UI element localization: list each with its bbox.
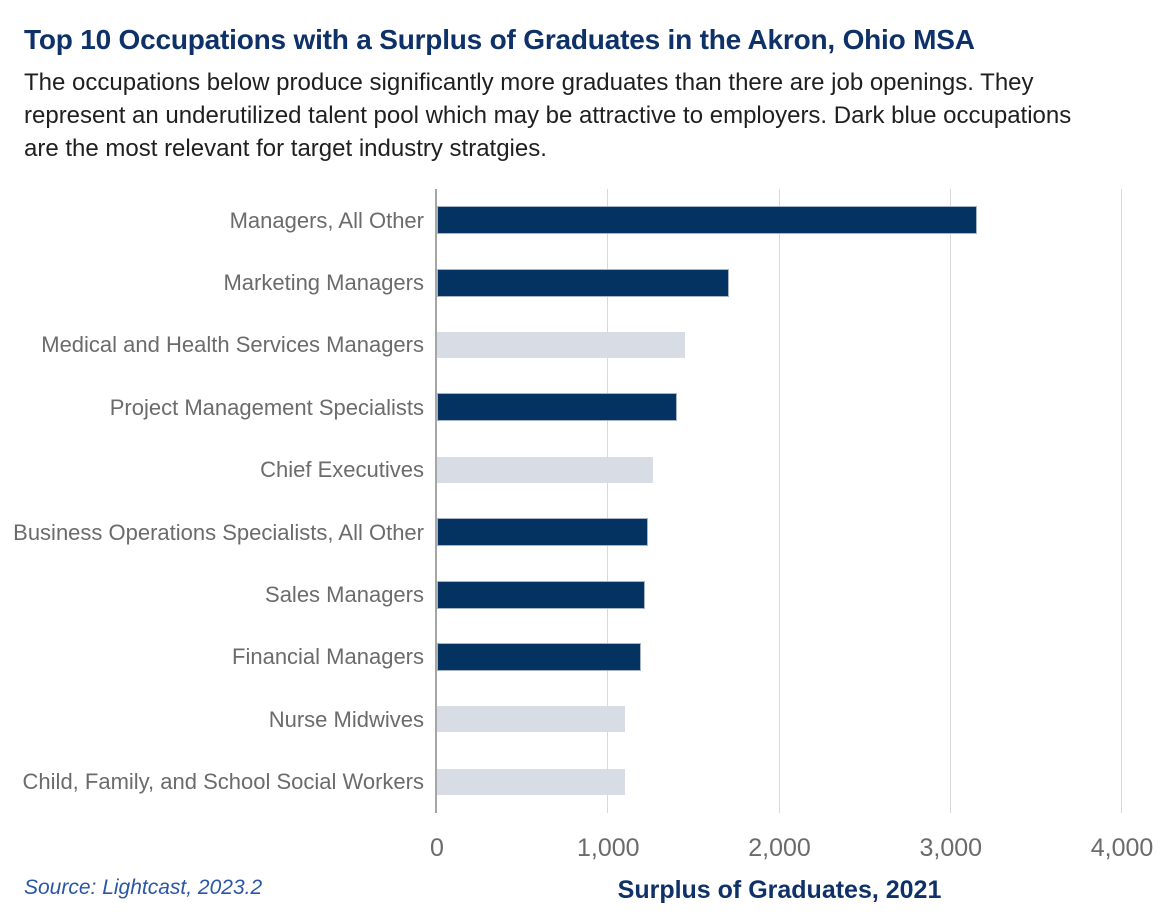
bar-dark-highlighted xyxy=(437,643,642,672)
bar-row xyxy=(437,626,1122,688)
category-label: Medical and Health Services Managers xyxy=(41,332,424,358)
x-axis-tick-label: 4,000 xyxy=(1090,834,1154,862)
chart-subtitle: The occupations below produce significan… xyxy=(24,69,1072,162)
x-axis-tick-label: 3,000 xyxy=(919,834,983,862)
category-label: Nurse Midwives xyxy=(268,706,424,732)
bar-dark-highlighted xyxy=(437,518,648,547)
x-axis-title: Surplus of Graduates, 2021 xyxy=(617,876,942,904)
bar-dark-highlighted xyxy=(437,268,730,297)
category-label: Managers, All Other xyxy=(229,207,424,233)
bar-dark-highlighted xyxy=(437,206,977,235)
gridline xyxy=(1121,189,1122,813)
category-label: Business Operations Specialists, All Oth… xyxy=(13,519,424,545)
category-label: Chief Executives xyxy=(260,457,424,483)
x-axis-tick-label: 2,000 xyxy=(748,834,811,862)
bar-row xyxy=(437,376,1122,438)
category-label: Project Management Specialists xyxy=(109,394,424,420)
bar-row xyxy=(437,189,1122,251)
bar-row xyxy=(437,688,1122,750)
category-label: Financial Managers xyxy=(232,644,424,670)
bar-row xyxy=(437,563,1122,625)
bar-dark-highlighted xyxy=(437,393,678,422)
category-label: Marketing Managers xyxy=(223,269,424,295)
page-title: Top 10 Occupations with a Surplus of Gra… xyxy=(24,24,975,55)
x-axis-tick-label: 0 xyxy=(430,834,444,862)
bar-rows xyxy=(437,189,1122,813)
bar-row xyxy=(437,251,1122,313)
gridline xyxy=(778,189,780,813)
category-label: Child, Family, and School Social Workers xyxy=(22,769,424,795)
gridline xyxy=(949,189,951,813)
bar-row xyxy=(437,439,1122,501)
source-note: Source: Lightcast, 2023.2 xyxy=(24,876,263,899)
bar-row xyxy=(437,501,1122,563)
plot-area xyxy=(435,189,1122,813)
x-axis-tick-labels: 0 1,000 2,000 3,000 4,000 xyxy=(430,834,1153,866)
gridline xyxy=(607,189,609,813)
bar-row xyxy=(437,751,1122,813)
bar-row xyxy=(437,314,1122,376)
bar-light xyxy=(437,332,686,359)
bar-light xyxy=(437,456,653,483)
category-label: Sales Managers xyxy=(265,581,424,607)
bar-light xyxy=(437,768,626,795)
category-axis-labels: Managers, All Other Marketing Managers Med… xyxy=(0,189,424,813)
bar-light xyxy=(437,706,625,733)
x-axis-tick-label: 1,000 xyxy=(576,834,640,862)
bar-dark-highlighted xyxy=(437,580,645,609)
